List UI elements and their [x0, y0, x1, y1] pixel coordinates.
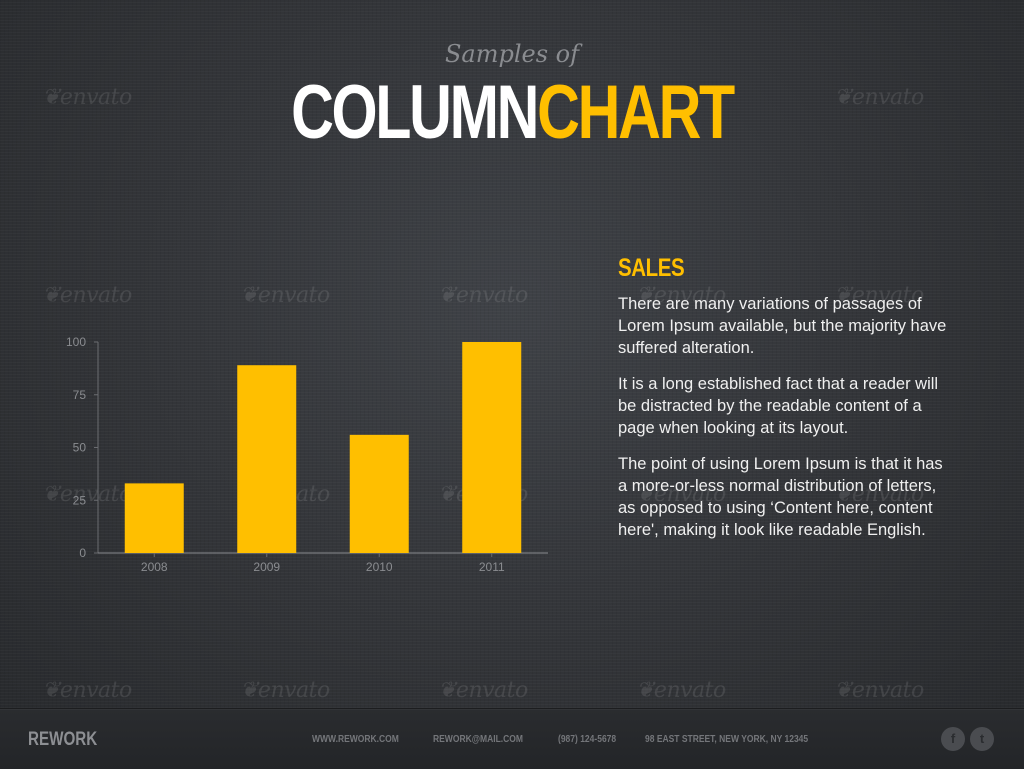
x-tick-label: 2010: [366, 560, 393, 574]
footer-contact-info: WWW.REWORK.COM REWORK@MAIL.COM (987) 124…: [312, 734, 853, 745]
bar-2011: [462, 342, 522, 553]
footer-email-link[interactable]: REWORK@MAIL.COM: [432, 734, 523, 745]
paragraph-1: There are many variations of passages of…: [618, 295, 947, 357]
envato-watermark: ❦envato: [240, 678, 330, 703]
twitter-icon[interactable]: t: [970, 727, 994, 751]
y-tick-label: 100: [66, 335, 86, 349]
footer-address: 98 EAST STREET, NEW YORK, NY 12345: [644, 734, 808, 745]
bar-2010: [349, 434, 409, 553]
page-subtitle: Samples of: [444, 40, 580, 68]
envato-watermark: ❦envato: [834, 678, 924, 703]
x-tick-label: 2008: [141, 560, 168, 574]
section-body: There are many variations of passages of…: [618, 293, 953, 555]
envato-watermark: ❦envato: [438, 678, 528, 703]
footer-bar: REWORK WWW.REWORK.COM REWORK@MAIL.COM (9…: [0, 708, 1024, 769]
bar-2009: [237, 365, 297, 553]
x-tick-label: 2009: [253, 560, 280, 574]
envato-watermark: ❦envato: [438, 283, 528, 308]
title-chart-text: CHART: [537, 70, 735, 155]
page-title: COLUMNCHART: [113, 68, 912, 158]
y-tick-label: 50: [73, 441, 87, 455]
envato-watermark: ❦envato: [240, 283, 330, 308]
bar-2008: [124, 483, 184, 553]
column-chart: 0 25 50 75 100 2008 2009 2010 2011: [66, 335, 548, 574]
paragraph-2: It is a long established fact that a rea…: [618, 375, 939, 437]
facebook-icon[interactable]: f: [941, 727, 965, 751]
footer-website-link[interactable]: WWW.REWORK.COM: [312, 734, 399, 745]
envato-watermark: ❦envato: [636, 678, 726, 703]
title-column-text: COLUMN: [291, 70, 539, 155]
y-tick-label: 25: [73, 493, 87, 507]
footer-phone: (987) 124-5678: [557, 734, 616, 745]
paragraph-3: The point of using Lorem Ipsum is that i…: [618, 455, 943, 539]
footer-brand-logo: REWORK: [28, 729, 98, 750]
envato-watermark: ❦envato: [42, 678, 132, 703]
y-tick-label: 0: [79, 546, 86, 560]
y-tick-label: 75: [73, 388, 87, 402]
envato-watermark: ❦envato: [42, 283, 132, 308]
x-tick-label: 2011: [479, 560, 505, 574]
section-heading: SALES: [618, 254, 685, 282]
